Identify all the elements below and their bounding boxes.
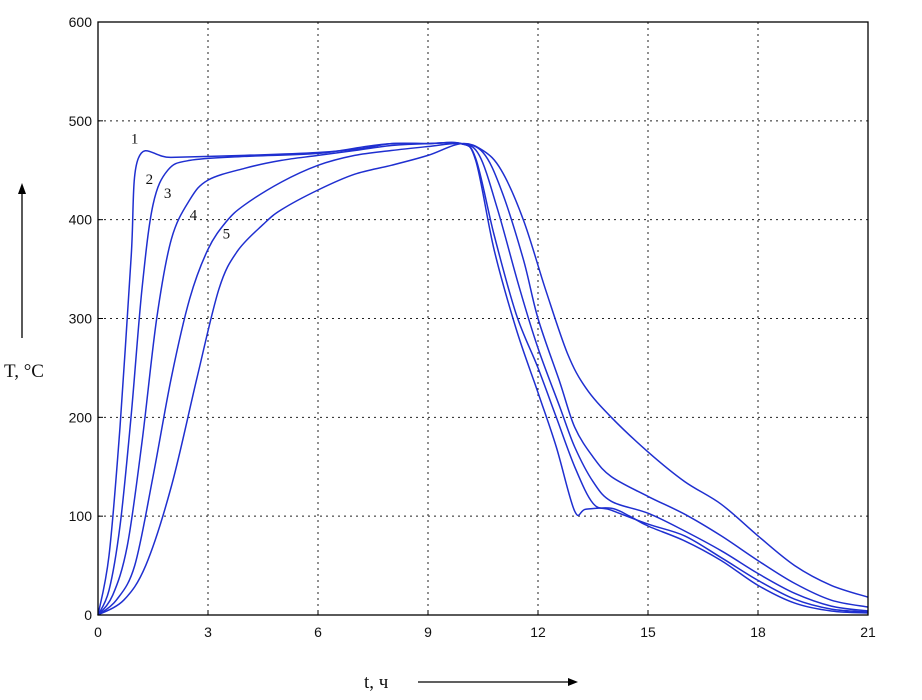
series-line-1 [97, 141, 869, 616]
x-tick-label: 12 [530, 624, 546, 640]
x-axis-label: t, ч [364, 672, 389, 693]
y-tick-label: 300 [69, 311, 93, 327]
y-axis-arrowhead [18, 183, 26, 194]
x-tick-label: 3 [204, 624, 212, 640]
x-tick-label: 21 [860, 624, 876, 640]
grid-lines [97, 21, 869, 616]
y-tick-labels: 0 100 200 300 400 500 600 [69, 14, 93, 623]
y-tick-label: 100 [69, 508, 93, 524]
y-tick-label: 200 [69, 409, 93, 425]
y-tick-label: 0 [84, 607, 92, 623]
x-tick-label: 18 [750, 624, 766, 640]
x-tick-label: 0 [94, 624, 102, 640]
y-tick-label: 400 [69, 212, 93, 228]
series-line-4 [97, 142, 869, 616]
x-tick-label: 6 [314, 624, 322, 640]
series-label-4: 4 [190, 208, 198, 224]
x-axis-arrowhead [568, 678, 578, 686]
series-label-5: 5 [223, 226, 231, 242]
y-axis-label: T, °C [4, 361, 44, 382]
x-tick-labels: 0 3 6 9 12 15 18 21 [94, 624, 876, 640]
y-tick-label: 600 [69, 14, 93, 30]
series-label-3: 3 [164, 186, 172, 202]
series-line-5 [97, 142, 869, 616]
temperature-curves [97, 141, 869, 616]
series-label-1: 1 [131, 132, 139, 148]
series-line-3 [97, 141, 869, 616]
series-line-2 [97, 141, 869, 616]
plot-frame [97, 21, 869, 616]
x-tick-label: 9 [424, 624, 432, 640]
x-tick-label: 15 [640, 624, 656, 640]
y-tick-label: 500 [69, 113, 93, 129]
series-label-2: 2 [146, 172, 154, 188]
